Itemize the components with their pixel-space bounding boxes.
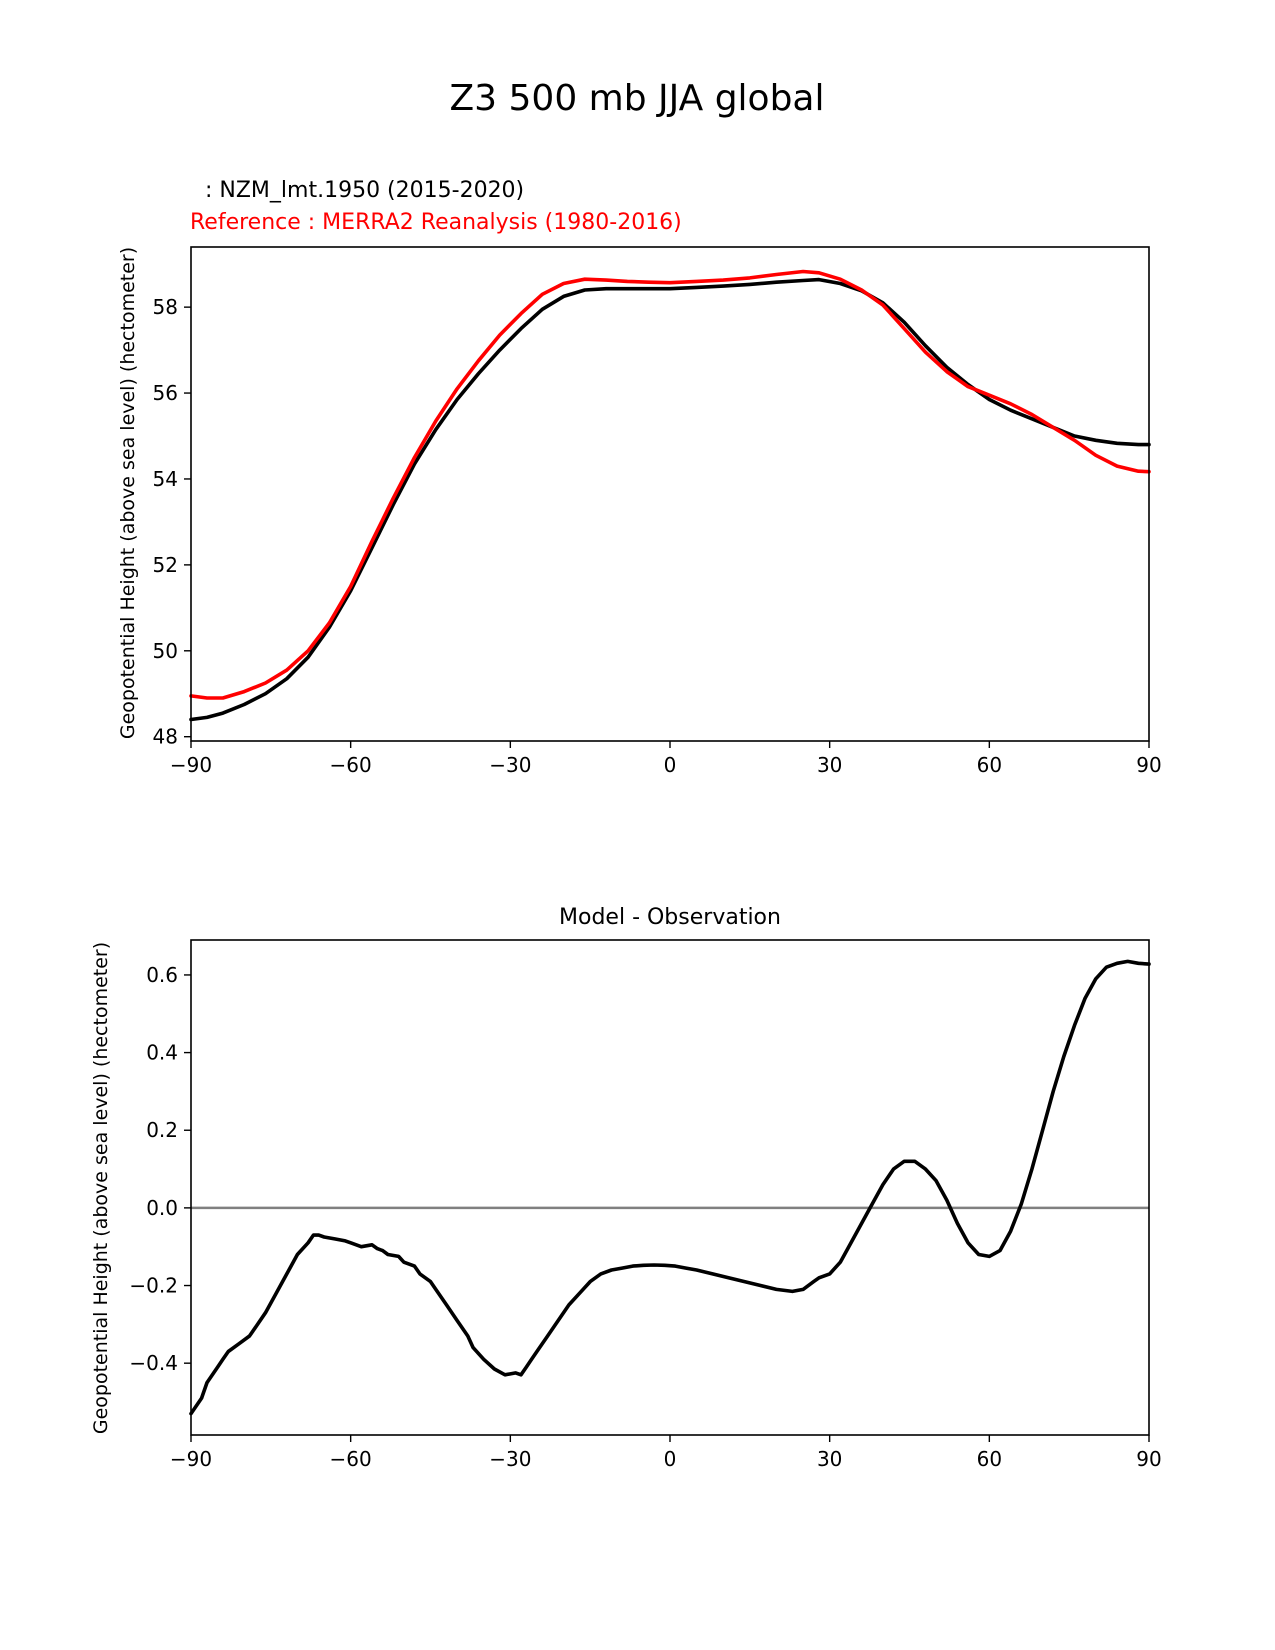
top-x-tick-label: −30 <box>489 753 531 777</box>
bottom-plot-frame <box>190 939 1150 1436</box>
top-panel: : NZM_lmt.1950 (2015-2020) Reference : M… <box>117 178 1162 777</box>
bottom-x-tick-label: −60 <box>330 1447 372 1471</box>
bottom-x-tick-label: 0 <box>664 1447 677 1471</box>
test-case-label: : NZM_lmt.1950 (2015-2020) <box>205 178 524 203</box>
bottom-y-tick-label: −0.2 <box>129 1274 178 1298</box>
bottom-x-tick-label: 60 <box>977 1447 1002 1471</box>
bottom-title: Model - Observation <box>559 905 781 930</box>
top-y-tick-label: 54 <box>153 467 178 491</box>
bottom-x-tick-label: −30 <box>489 1447 531 1471</box>
top-x-tick-label: 60 <box>977 753 1002 777</box>
top-series-line-1 <box>189 269 1151 700</box>
bottom-series-line-0 <box>189 959 1151 1416</box>
top-y-tick-label: 48 <box>153 725 178 749</box>
top-x-tick-label: −90 <box>170 753 212 777</box>
bottom-x-tick-label: −90 <box>170 1447 212 1471</box>
bottom-y-tick-label: 0.4 <box>146 1041 178 1065</box>
top-x-tick-label: 30 <box>817 753 842 777</box>
bottom-y-tick-label: −0.4 <box>129 1351 178 1375</box>
reference-label: Reference : MERRA2 Reanalysis (1980-2016… <box>190 210 682 235</box>
figure-title: Z3 500 mb JJA global <box>450 78 825 119</box>
bottom-y-tick-label: 0.0 <box>146 1196 178 1220</box>
top-plot-marks: −90 −60 −30 0 30 60 90 48 50 52 54 56 58 <box>153 269 1162 777</box>
top-x-tick-label: 90 <box>1136 753 1161 777</box>
top-y-tick-label: 52 <box>153 553 178 577</box>
top-series-line-0 <box>189 277 1151 722</box>
bottom-y-tick-label: 0.6 <box>146 963 178 987</box>
top-y-axis-label: Geopotential Height (above sea level) (h… <box>117 247 139 739</box>
top-y-tick-label: 50 <box>153 639 178 663</box>
bottom-y-axis-label: Geopotential Height (above sea level) (h… <box>90 942 112 1434</box>
bottom-x-tick-label: 30 <box>817 1447 842 1471</box>
top-x-tick-label: 0 <box>664 753 677 777</box>
bottom-plot-marks: −90 −60 −30 0 30 60 90 −0.4 −0.2 0.0 0.2 0.4 0.6 <box>129 959 1162 1471</box>
top-y-tick-label: 58 <box>153 295 178 319</box>
top-y-tick-label: 56 <box>153 381 178 405</box>
bottom-panel: Model - Observation Geopotential Height … <box>90 905 1162 1471</box>
top-x-tick-label: −60 <box>330 753 372 777</box>
bottom-x-tick-label: 90 <box>1136 1447 1161 1471</box>
top-plot-frame <box>190 246 1150 742</box>
bottom-y-tick-label: 0.2 <box>146 1118 178 1142</box>
